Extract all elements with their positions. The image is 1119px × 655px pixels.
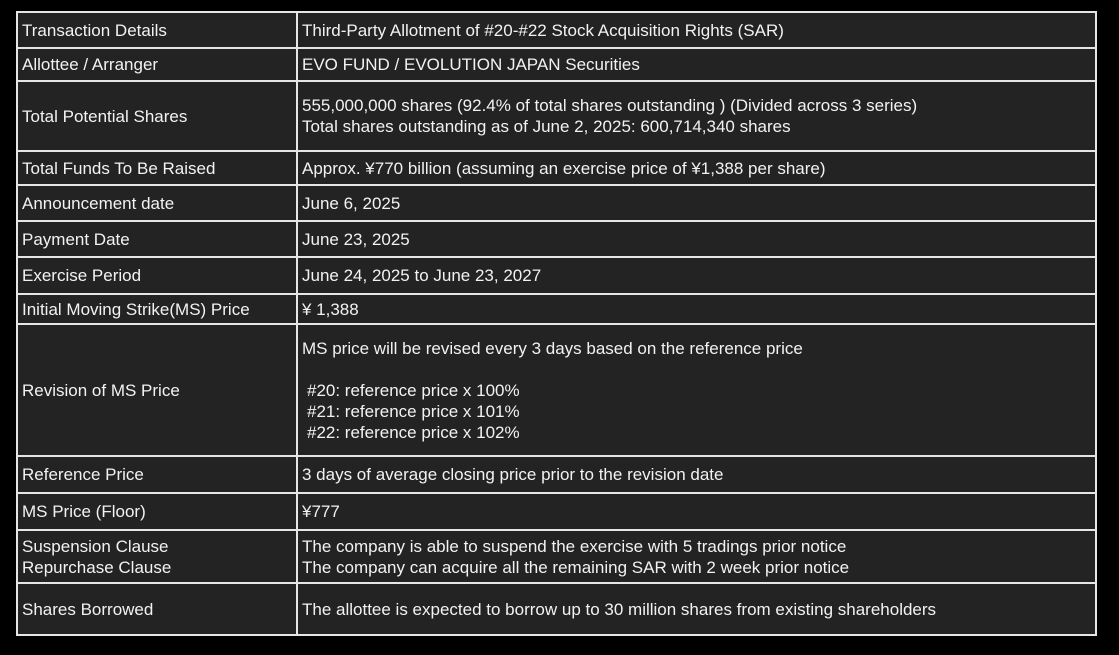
value-line: #20: reference price x 100% <box>307 380 520 400</box>
row-label: Shares Borrowed <box>16 582 298 636</box>
value-paragraph: The allottee is expected to borrow up to… <box>302 599 1091 620</box>
value-line: 555,000,000 shares (92.4% of total share… <box>302 96 918 115</box>
table-row: Announcement date June 6, 2025 <box>16 184 1097 222</box>
label-text: Shares Borrowed <box>22 599 154 619</box>
value-line: June 24, 2025 to June 23, 2027 <box>302 266 542 285</box>
row-value: June 23, 2025 <box>296 220 1097 258</box>
row-label: Revision of MS Price <box>16 323 298 457</box>
value-line: #22: reference price x 102% <box>307 422 520 442</box>
value-line: The allottee is expected to borrow up to… <box>302 599 937 619</box>
row-label: Announcement date <box>16 184 298 222</box>
label-text: Transaction Details <box>22 20 167 40</box>
value-line: The company can acquire all the remainin… <box>302 557 850 577</box>
value-paragraph: June 24, 2025 to June 23, 2027 <box>302 265 1091 286</box>
value-line: ¥ 1,388 <box>302 299 359 319</box>
value-line: Third-Party Allotment of #20-#22 Stock A… <box>302 20 784 40</box>
row-value: MS price will be revised every 3 days ba… <box>296 323 1097 457</box>
value-paragraph: MS price will be revised every 3 days ba… <box>302 338 1091 359</box>
label-line: Repurchase Clause <box>22 557 172 577</box>
label-line: Suspension Clause <box>22 536 169 556</box>
value-line: #21: reference price x 101% <box>307 401 520 421</box>
label-text: MS Price (Floor) <box>22 502 146 521</box>
row-value: 555,000,000 shares (92.4% of total share… <box>296 80 1097 152</box>
value-paragraph: Third-Party Allotment of #20-#22 Stock A… <box>302 20 1091 41</box>
value-paragraph: Approx. ¥770 billion (assuming an exerci… <box>302 158 1091 179</box>
row-label: Suspension Clause Repurchase Clause <box>16 529 298 584</box>
table-row: MS Price (Floor) ¥777 <box>16 492 1097 531</box>
row-value: EVO FUND / EVOLUTION JAPAN Securities <box>296 47 1097 82</box>
row-label: MS Price (Floor) <box>16 492 298 531</box>
table-row: Exercise Period June 24, 2025 to June 23,… <box>16 256 1097 295</box>
value-line: June 23, 2025 <box>302 229 410 249</box>
row-value: Third-Party Allotment of #20-#22 Stock A… <box>296 11 1097 49</box>
value-line: Approx. ¥770 billion (assuming an exerci… <box>302 158 826 178</box>
row-label: Reference Price <box>16 455 298 494</box>
label-text: Total Funds To Be Raised <box>22 158 216 178</box>
table-row: Allottee / Arranger EVO FUND / EVOLUTION … <box>16 47 1097 82</box>
row-value: The company is able to suspend the exerc… <box>296 529 1097 584</box>
label-text: Revision of MS Price <box>22 380 180 400</box>
value-paragraph: The company is able to suspend the exerc… <box>302 536 1091 578</box>
table-row: Initial Moving Strike(MS) Price ¥ 1,388 <box>16 293 1097 325</box>
row-label: Total Funds To Be Raised <box>16 150 298 186</box>
table-row: Payment Date June 23, 2025 <box>16 220 1097 258</box>
value-paragraph: June 23, 2025 <box>302 229 1091 250</box>
label-text: Announcement date <box>22 193 175 213</box>
value-paragraph: EVO FUND / EVOLUTION JAPAN Securities <box>302 54 1091 75</box>
table-row: Transaction Details Third-Party Allotment… <box>16 11 1097 49</box>
table-row: Shares Borrowed The allottee is expected … <box>16 582 1097 636</box>
details-table: Transaction Details Third-Party Allotment… <box>16 11 1097 636</box>
value-paragraph: ¥ 1,388 <box>302 299 1091 320</box>
row-label: Payment Date <box>16 220 298 258</box>
value-paragraph: ¥777 <box>302 501 1091 522</box>
row-value: June 24, 2025 to June 23, 2027 <box>296 256 1097 295</box>
row-value: The allottee is expected to borrow up to… <box>296 582 1097 636</box>
row-label: Allottee / Arranger <box>16 47 298 82</box>
value-paragraph: 3 days of average closing price prior to… <box>302 464 1091 485</box>
label-text: Reference Price <box>22 465 144 484</box>
label-text: Total Potential Shares <box>22 106 188 126</box>
value-line: Total shares outstanding as of June 2, 2… <box>302 117 791 136</box>
table-row: Reference Price 3 days of average closing… <box>16 455 1097 494</box>
table-row: Revision of MS Price MS price will be rev… <box>16 323 1097 457</box>
table-row: Total Funds To Be Raised Approx. ¥770 bil… <box>16 150 1097 186</box>
value-line: 3 days of average closing price prior to… <box>302 465 724 484</box>
value-line: MS price will be revised every 3 days ba… <box>302 338 803 358</box>
value-line: June 6, 2025 <box>302 193 401 213</box>
label-text: Allottee / Arranger <box>22 55 159 74</box>
row-value: 3 days of average closing price prior to… <box>296 455 1097 494</box>
table-row: Total Potential Shares 555,000,000 shares… <box>16 80 1097 152</box>
row-value: Approx. ¥770 billion (assuming an exerci… <box>296 150 1097 186</box>
value-line: EVO FUND / EVOLUTION JAPAN Securities <box>302 55 640 74</box>
value-line: The company is able to suspend the exerc… <box>302 536 847 556</box>
value-paragraph: June 6, 2025 <box>302 193 1091 214</box>
label-text: Initial Moving Strike(MS) Price <box>22 299 250 319</box>
row-label: Initial Moving Strike(MS) Price <box>16 293 298 325</box>
row-value: ¥777 <box>296 492 1097 531</box>
value-paragraph: #20: reference price x 100% #21: referenc… <box>302 380 1091 443</box>
table-row: Suspension Clause Repurchase Clause The co… <box>16 529 1097 584</box>
row-label: Total Potential Shares <box>16 80 298 152</box>
value-line: ¥777 <box>302 502 340 521</box>
row-value: June 6, 2025 <box>296 184 1097 222</box>
label-text: Payment Date <box>22 229 130 249</box>
label-text: Exercise Period <box>22 266 142 285</box>
row-label: Exercise Period <box>16 256 298 295</box>
value-paragraph: 555,000,000 shares (92.4% of total share… <box>302 95 1091 137</box>
row-value: ¥ 1,388 <box>296 293 1097 325</box>
row-label: Transaction Details <box>16 11 298 49</box>
